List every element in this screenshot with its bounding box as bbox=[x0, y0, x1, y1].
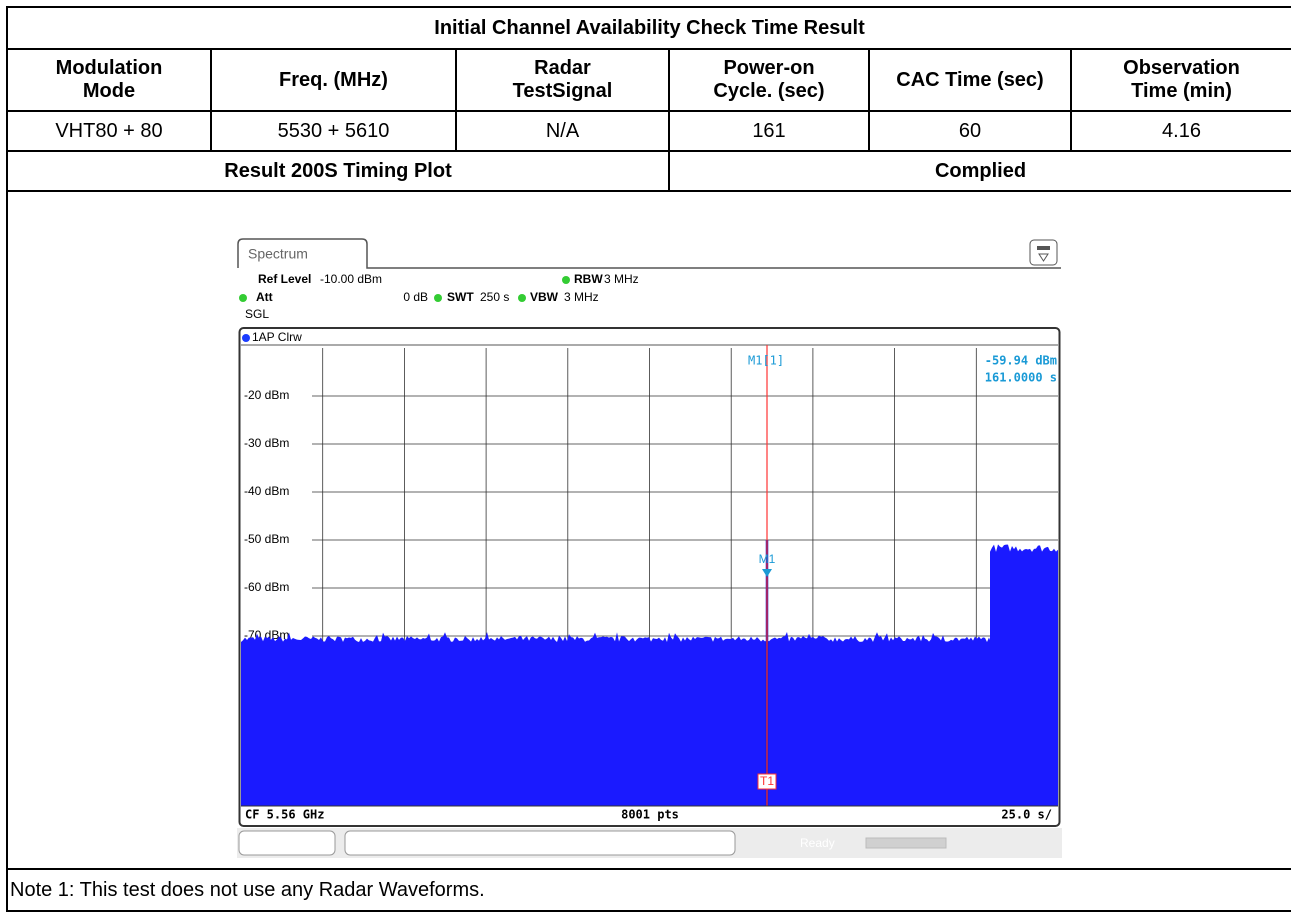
status-dot bbox=[518, 294, 526, 302]
note: Note 1: This test does not use any Radar… bbox=[5, 868, 1291, 912]
table-title: Initial Channel Availability Check Time … bbox=[5, 6, 1291, 50]
header-cell: CAC Time (sec) bbox=[896, 68, 1044, 91]
data-cell: 4.16 bbox=[1069, 110, 1291, 152]
status-dot bbox=[562, 276, 570, 284]
marker-label: M1[1] bbox=[748, 354, 784, 368]
status-field bbox=[238, 830, 336, 856]
data-cell: N/A bbox=[455, 110, 670, 152]
header-cell: Radar TestSignal bbox=[512, 57, 613, 102]
status-field bbox=[344, 830, 736, 856]
header-cell: Power-on Cycle. (sec) bbox=[713, 57, 825, 102]
trace-label: 1AP Clrw bbox=[252, 330, 302, 344]
progress-bar bbox=[865, 837, 947, 849]
header-cell: Modulation Mode bbox=[55, 57, 163, 102]
center-freq: CF 5.56 GHz bbox=[245, 808, 324, 822]
setting-value: 3 MHz bbox=[564, 290, 599, 304]
tab-icon bbox=[1038, 253, 1049, 262]
trace-dot bbox=[242, 334, 250, 342]
tab-icon bbox=[1029, 239, 1058, 266]
data-cell: 5530 + 5610 bbox=[210, 110, 457, 152]
result-value: Complied bbox=[667, 150, 1291, 192]
marker-tag: M1 bbox=[759, 552, 776, 566]
setting-value: 0 dB bbox=[403, 290, 428, 304]
data-cell: 161 bbox=[668, 110, 870, 152]
status-dot bbox=[239, 294, 247, 302]
setting-label: Ref Level bbox=[258, 272, 311, 286]
header-cell: Freq. (MHz) bbox=[279, 68, 388, 91]
setting-value: -10.00 dBm bbox=[320, 272, 382, 286]
points: 8001 pts bbox=[621, 808, 679, 822]
tab-label: Spectrum bbox=[248, 246, 308, 262]
marker-arrow bbox=[762, 569, 772, 577]
tab-icon bbox=[1037, 246, 1050, 250]
y-axis-label: -50 dBm bbox=[244, 532, 289, 546]
trigger-tag: T1 bbox=[760, 774, 774, 788]
y-axis-label: -40 dBm bbox=[244, 484, 289, 498]
result-label: Result 200S Timing Plot bbox=[6, 150, 670, 192]
setting-label: SWT bbox=[447, 290, 474, 304]
setting-value: 3 MHz bbox=[604, 272, 639, 286]
y-axis-label: -20 dBm bbox=[244, 388, 289, 402]
setting-label: Att bbox=[256, 290, 273, 304]
setting-value: 250 s bbox=[480, 290, 509, 304]
span: 25.0 s/ bbox=[1001, 808, 1052, 822]
header-cell: Observation Time (min) bbox=[1123, 57, 1240, 102]
trigger-box bbox=[757, 773, 777, 790]
data-cell: VHT80 + 80 bbox=[6, 110, 212, 152]
status-dot bbox=[434, 294, 442, 302]
marker-time: 161.0000 s bbox=[985, 371, 1057, 385]
setting-label: VBW bbox=[530, 290, 559, 304]
y-axis-label: -30 dBm bbox=[244, 436, 289, 450]
status-text: Ready bbox=[800, 836, 835, 850]
y-axis-label: -60 dBm bbox=[244, 580, 289, 594]
data-cell: 60 bbox=[868, 110, 1072, 152]
setting-label: RBW bbox=[574, 272, 603, 286]
sweep-mode: SGL bbox=[245, 307, 269, 321]
marker-level: -59.94 dBm bbox=[985, 354, 1057, 368]
tab-outline bbox=[237, 238, 1061, 269]
noise-floor bbox=[241, 544, 1058, 806]
